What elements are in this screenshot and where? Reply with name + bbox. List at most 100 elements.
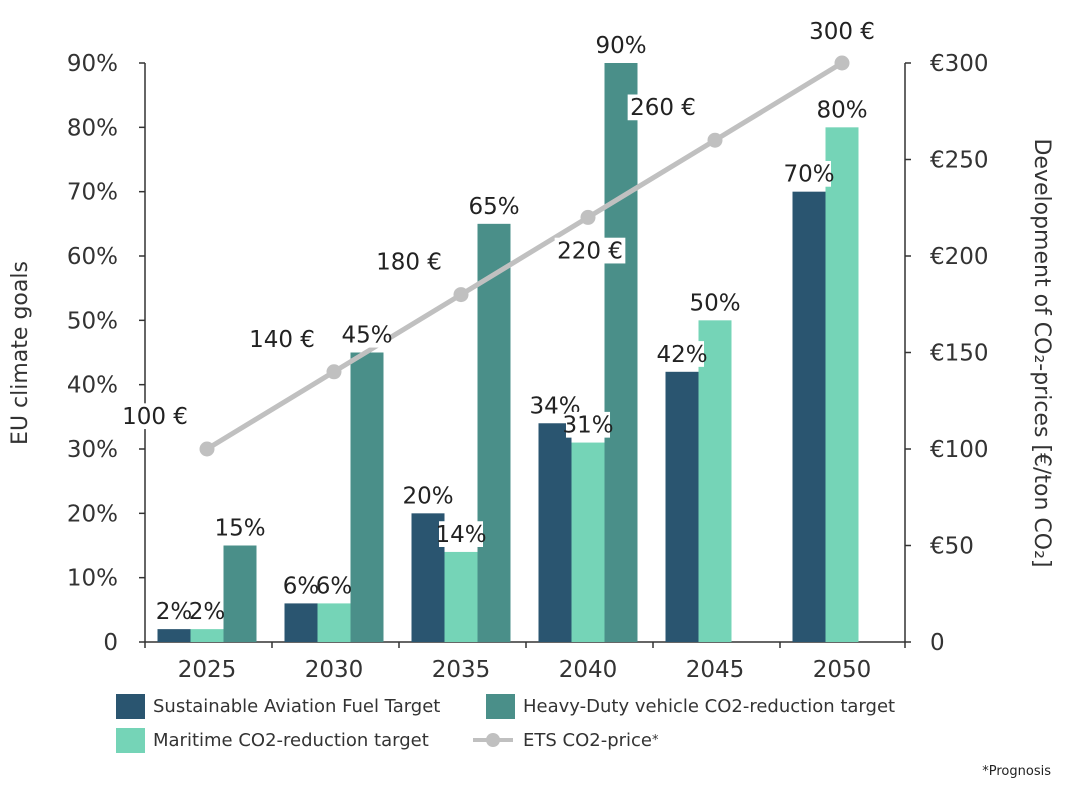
bar-label-series1-2040: 31%	[562, 413, 613, 439]
bar-series1-2030	[317, 603, 351, 642]
bar-label-series0-2035-bg	[405, 482, 451, 509]
y2-tick-label: 0	[930, 630, 945, 656]
x-tick-label: 2025	[178, 657, 237, 683]
bar-label-series2-2035: 65%	[468, 194, 519, 220]
x-tick-label: 2030	[305, 657, 364, 683]
bar-series0-2050	[792, 191, 826, 642]
bar-label-series2-2030-bg	[344, 321, 390, 348]
legend-swatch-saf	[116, 694, 145, 719]
y-tick-label: 80%	[67, 115, 118, 141]
legend-label-saf: Sustainable Aviation Fuel Target	[153, 696, 441, 717]
x-tick-label: 2035	[432, 657, 491, 683]
y-tick-label: 10%	[67, 566, 118, 592]
ets-price-label-2025: 100 €	[122, 404, 188, 430]
bar-label-series2-2040: 90%	[595, 33, 646, 59]
ets-price-label-2030: 140 €	[249, 327, 315, 353]
legend-swatch-ets	[473, 729, 513, 751]
ets-price-point-2040	[580, 209, 596, 225]
y-tick-label: 90%	[67, 51, 118, 77]
y2-axis-title: Development of CO₂-prices [€/ton CO₂]	[1029, 138, 1054, 567]
bar-series1-2040	[571, 442, 605, 642]
bar-label-series1-2025: 2%	[189, 599, 226, 625]
legend-label-maritime: Maritime CO2-reduction target	[153, 730, 429, 751]
y2-tick-label: €250	[930, 148, 989, 174]
bar-series0-2040	[538, 423, 572, 642]
y-tick-label: 0	[103, 630, 118, 656]
bar-label-series2-2035-bg	[471, 193, 517, 219]
y2-tick-label: €300	[930, 51, 989, 77]
ets-price-label-2035: 180 €	[376, 250, 442, 276]
bar-label-series0-2045-bg	[659, 341, 705, 367]
legend-item-saf: Sustainable Aviation Fuel Target	[116, 694, 440, 719]
bar-label-series1-2050-bg	[819, 96, 865, 123]
bar-label-series1-2040-bg	[565, 411, 611, 438]
y2-tick-label: €200	[930, 244, 989, 270]
legend-item-maritime: Maritime CO2-reduction target	[116, 728, 429, 753]
bar-label-series1-2035: 14%	[435, 522, 486, 548]
ets-price-label-2050: 300 €	[809, 19, 875, 45]
legend-swatch-heavy-duty	[486, 694, 515, 719]
ets-price-point-2050	[834, 55, 850, 71]
ets-price-label-2045-bg	[627, 94, 699, 121]
bar-series2-2040	[604, 63, 638, 642]
bar-label-series1-2035-bg	[438, 521, 484, 547]
legend-item-ets: ETS CO2-price *	[473, 729, 659, 751]
bar-series2-2025	[223, 545, 257, 642]
bar-series1-2035	[444, 551, 478, 642]
y-tick-label: 70%	[67, 180, 118, 206]
ets-price-label-2045: 260 €	[630, 95, 696, 121]
bar-series2-2030	[350, 352, 384, 642]
ets-price-label-2030-bg	[246, 326, 318, 352]
y-axis-title: EU climate goals	[8, 261, 33, 445]
y2-tick-label: €150	[930, 341, 989, 367]
bar-series0-2030	[284, 603, 318, 642]
bar-label-series0-2030-bg	[285, 572, 317, 599]
bar-series1-2045	[698, 320, 732, 642]
bar-label-series2-2030: 45%	[341, 323, 392, 349]
y-tick-label: 40%	[67, 373, 118, 399]
ets-price-label-2025-bg	[119, 403, 191, 430]
bar-label-series2-2025-bg	[217, 514, 263, 541]
bar-series1-2050	[825, 127, 859, 643]
ets-price-line	[204, 60, 845, 452]
ets-price-label-2040-bg	[554, 237, 626, 264]
y2-tick-label: €100	[930, 437, 989, 463]
bar-label-series2-2025: 15%	[214, 516, 265, 542]
data-labels: 2%6%20%34%42%70%2%6%14%31%50%80%15%45%65…	[119, 18, 878, 625]
legend-label-ets: ETS CO2-price	[523, 729, 652, 751]
bar-label-series0-2045: 42%	[656, 342, 707, 368]
bar-series1-2025	[190, 629, 224, 642]
bar-label-series1-2050: 80%	[816, 97, 867, 123]
bar-label-series0-2050-bg	[786, 160, 832, 187]
ets-price-point-2025	[199, 441, 215, 457]
ets-price-label-2035-bg	[373, 248, 445, 275]
bar-label-series0-2050: 70%	[783, 162, 834, 188]
bar-label-series0-2025-bg	[158, 598, 190, 625]
bar-label-series1-2025-bg	[191, 598, 223, 625]
y-tick-label: 60%	[67, 244, 118, 270]
ets-price-label-2050-bg	[806, 18, 878, 45]
y-tick-label: 50%	[67, 308, 118, 334]
bar-label-series0-2035: 20%	[402, 483, 453, 509]
y2-tick-label: €50	[930, 534, 974, 560]
bar-label-series1-2045-bg	[692, 289, 738, 316]
x-tick-label: 2045	[686, 657, 745, 683]
bar-series0-2045	[665, 371, 699, 642]
legend-swatch-maritime	[116, 728, 145, 753]
bar-label-series1-2030: 6%	[316, 573, 353, 599]
x-tick-label: 2040	[559, 657, 618, 683]
bar-series2-2035	[477, 223, 511, 643]
bar-label-series0-2025: 2%	[156, 599, 193, 625]
ets-price-point-2030	[326, 364, 342, 380]
footnote: *Prognosis	[982, 764, 1051, 779]
ets-price-point-2045	[707, 132, 723, 148]
legend-label-heavy-duty: Heavy-Duty vehicle CO2-reduction target	[523, 696, 896, 717]
legend-label-ets-asterisk: *	[652, 732, 659, 748]
y-tick-label: 30%	[67, 437, 118, 463]
ets-price-point-2035	[453, 287, 469, 303]
bar-label-series1-2030-bg	[318, 572, 350, 599]
bar-label-series1-2045: 50%	[689, 290, 740, 316]
axes: 0 10% 20% 30% 40% 50% 60% 70% 80% 90% 0 €50 €100 €150…	[67, 51, 989, 683]
bar-series0-2025	[157, 629, 191, 642]
